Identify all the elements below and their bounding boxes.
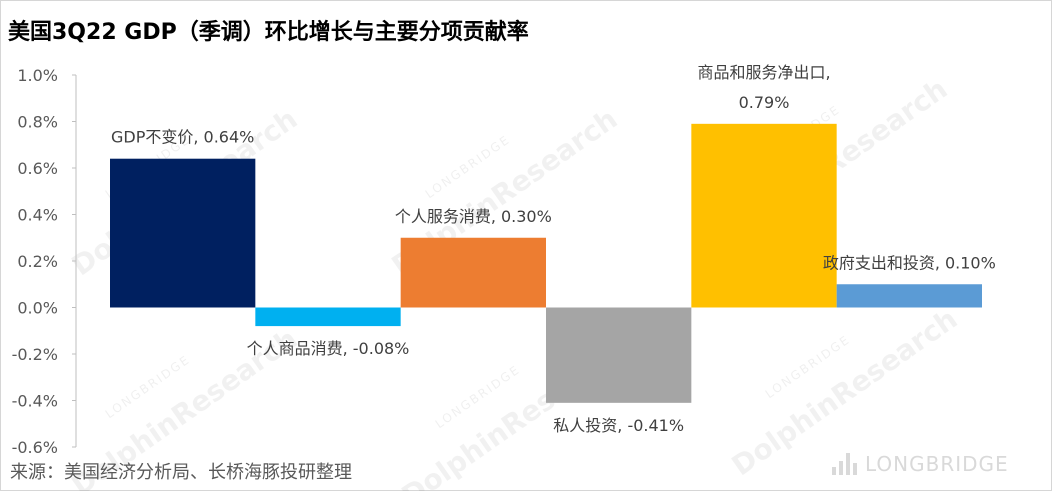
y-tick-label: 0.2% [17,252,58,271]
source-note: 来源：美国经济分析局、长桥海豚投研整理 [10,462,352,483]
y-tick-label: 0.0% [17,299,58,318]
bar [400,237,546,308]
bar [691,123,837,308]
y-tick-label: 0.6% [17,159,58,178]
y-tick-label: -0.4% [12,392,58,411]
y-tick-label: 0.4% [17,206,58,225]
bar [546,307,692,403]
data-label: 0.79% [739,93,790,112]
data-label: 商品和服务净出口, [697,63,830,82]
bar [255,307,401,327]
data-labels: GDP不变价, 0.64% 个人商品消费, -0.08% 个人服务消费, 0.30%… [111,63,996,435]
y-tick-label: 0.8% [17,113,58,132]
y-tick-label: 1.0% [17,66,58,85]
brand-logo: LONGBRIDGE [832,452,1009,476]
y-tick-label: -0.6% [12,438,58,457]
data-label: 个人服务消费, 0.30% [395,207,552,226]
data-label: GDP不变价, 0.64% [111,128,254,147]
bar [836,284,982,308]
y-tick-label: -0.2% [12,345,58,364]
data-label: 政府支出和投资, 0.10% [823,253,996,272]
chart-title: 美国3Q22 GDP（季调）环比增长与主要分项贡献率 [8,20,529,45]
brand-logo-icon [832,453,857,475]
data-label: 个人商品消费, -0.08% [247,339,410,358]
bars [110,123,982,403]
bar [110,158,256,308]
brand-logo-text: LONGBRIDGE [865,452,1009,476]
y-axis-ticks: 1.0% 0.8% 0.6% 0.4% 0.2% 0.0% -0.2% -0.4% -0.6% [12,66,76,457]
data-label: 私人投资, -0.41% [553,416,684,435]
